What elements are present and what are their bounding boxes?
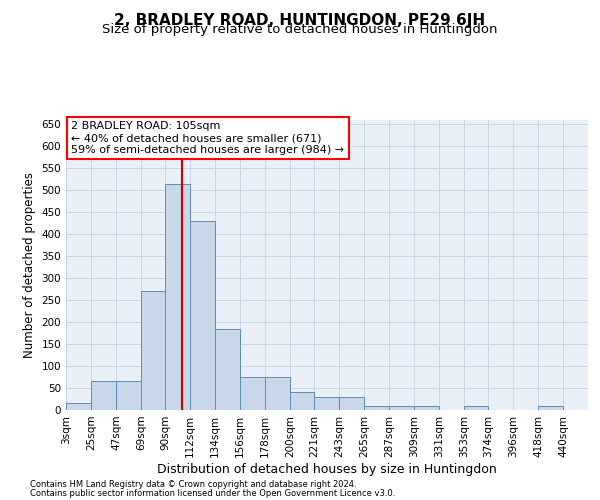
Text: Size of property relative to detached houses in Huntingdon: Size of property relative to detached ho… xyxy=(102,22,498,36)
Bar xyxy=(290,392,314,410)
X-axis label: Distribution of detached houses by size in Huntingdon: Distribution of detached houses by size … xyxy=(157,462,497,475)
Y-axis label: Number of detached properties: Number of detached properties xyxy=(23,172,36,358)
Bar xyxy=(538,406,563,410)
Bar xyxy=(414,406,439,410)
Bar xyxy=(190,221,215,410)
Bar xyxy=(165,184,190,410)
Bar xyxy=(389,406,414,410)
Bar xyxy=(66,404,91,410)
Bar xyxy=(116,382,141,410)
Text: 2 BRADLEY ROAD: 105sqm
← 40% of detached houses are smaller (671)
59% of semi-de: 2 BRADLEY ROAD: 105sqm ← 40% of detached… xyxy=(71,122,344,154)
Bar xyxy=(215,328,240,410)
Text: Contains HM Land Registry data © Crown copyright and database right 2024.: Contains HM Land Registry data © Crown c… xyxy=(30,480,356,489)
Bar xyxy=(314,397,339,410)
Bar xyxy=(141,292,165,410)
Text: Contains public sector information licensed under the Open Government Licence v3: Contains public sector information licen… xyxy=(30,489,395,498)
Bar xyxy=(91,382,116,410)
Bar xyxy=(265,377,290,410)
Bar xyxy=(364,406,389,410)
Text: 2, BRADLEY ROAD, HUNTINGDON, PE29 6JH: 2, BRADLEY ROAD, HUNTINGDON, PE29 6JH xyxy=(115,12,485,28)
Bar xyxy=(339,397,364,410)
Bar xyxy=(464,406,488,410)
Bar xyxy=(240,377,265,410)
